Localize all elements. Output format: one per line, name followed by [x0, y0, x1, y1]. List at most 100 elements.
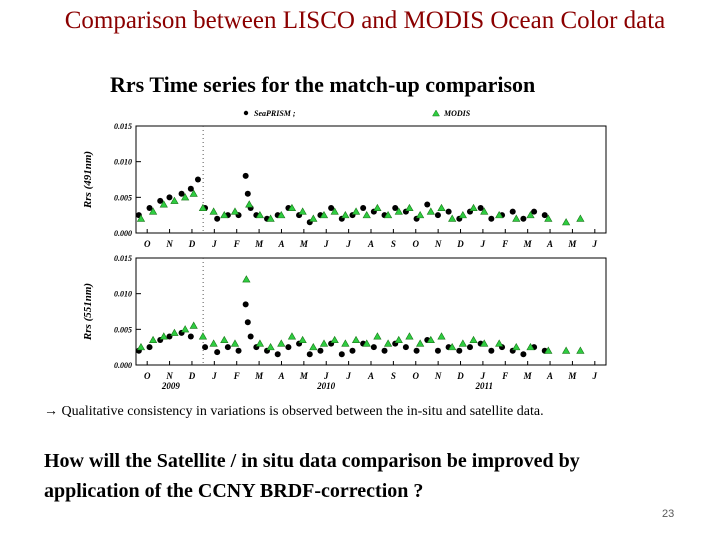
year-label: 2009 [161, 381, 181, 391]
x-tick-label: M [299, 371, 309, 381]
modis-point [480, 339, 489, 347]
x-tick-label: N [434, 239, 442, 249]
y-tick-label: 0.005 [114, 325, 132, 334]
modis-point [181, 193, 190, 201]
year-label: 2011 [474, 381, 493, 391]
seaprism-point [224, 344, 231, 351]
modis-point [469, 203, 478, 212]
x-tick-label: F [501, 239, 508, 249]
seaprism-point [146, 205, 153, 212]
modis-point [341, 339, 350, 347]
modis-point [170, 196, 179, 204]
modis-point [576, 346, 585, 354]
seaprism-point [456, 347, 463, 354]
modis-point [437, 332, 446, 340]
x-tick-label: F [501, 371, 508, 381]
modis-point [544, 214, 553, 222]
modis-point [198, 203, 208, 212]
modis-point [373, 203, 382, 212]
x-tick-label: M [567, 371, 577, 381]
x-tick-label: O [144, 239, 151, 249]
seaprism-point [434, 212, 441, 219]
x-tick-label: A [367, 239, 374, 249]
modis-point [576, 214, 585, 222]
modis-point [330, 335, 339, 344]
seaprism-point [520, 215, 527, 222]
x-tick-label: J [480, 371, 486, 381]
seaprism-point [338, 351, 345, 358]
modis-point [405, 332, 414, 340]
modis-point [266, 214, 275, 222]
seaprism-point [381, 347, 388, 354]
y-tick-label: 0.010 [114, 290, 132, 299]
x-tick-label: D [456, 371, 464, 381]
modis-point [230, 339, 240, 347]
legend-marker-modis [432, 109, 440, 117]
modis-point [526, 342, 535, 351]
x-tick-label: S [391, 239, 396, 249]
modis-point [287, 332, 297, 340]
modis-point [181, 325, 190, 333]
modis-point [159, 200, 168, 208]
modis-point [309, 342, 318, 351]
seaprism-point [166, 194, 173, 201]
rrs-time-series-figure: 0.000 0.005 0.010 0.015 Rrs (491nm) O N D J F M A M J… [82, 109, 607, 391]
modis-point [351, 335, 361, 344]
question-text: How will the Satellite / in situ data co… [44, 450, 580, 502]
modis-point [544, 346, 553, 354]
x-tick-label: M [254, 239, 264, 249]
seaprism-point [520, 351, 527, 358]
seaprism-point [402, 344, 409, 351]
y-tick-label: 0.005 [114, 193, 132, 202]
seaprism-point [306, 351, 313, 358]
modis-point [255, 339, 265, 347]
slide-title: Comparison between LISCO and MODIS Ocean… [64, 7, 666, 34]
modis-point [469, 335, 478, 344]
x-tick-label: A [367, 371, 374, 381]
x-tick-label: M [567, 239, 577, 249]
x-tick-label: A [546, 371, 553, 381]
plot-frame [135, 125, 607, 234]
page-number: 23 [662, 508, 675, 520]
x-tick-label: J [345, 239, 351, 249]
modis-point [136, 214, 146, 222]
y-tick-label: 0.010 [114, 158, 132, 167]
seaprism-point [413, 347, 420, 354]
modis-point [394, 207, 403, 215]
seaprism-point [214, 215, 221, 222]
seaprism-point [157, 197, 164, 204]
seaprism-point [187, 333, 194, 340]
x-tick-label: J [211, 371, 217, 381]
modis-point [448, 214, 457, 222]
modis-point [319, 210, 329, 219]
x-tick-label: O [413, 371, 420, 381]
bullet-text-content: Qualitative consistency in variations is… [61, 404, 544, 419]
x-tick-label: J [323, 239, 329, 249]
modis-point [437, 203, 446, 212]
x-tick-label: O [413, 239, 420, 249]
seaprism-point [328, 205, 335, 212]
seaprism-point [244, 319, 251, 326]
x-tick-label: A [277, 371, 284, 381]
modis-point [383, 210, 393, 219]
arrow-icon: → [44, 404, 58, 419]
modis-point [245, 200, 254, 208]
x-tick-label: D [188, 239, 196, 249]
seaprism-point [349, 347, 356, 354]
x-tick-label: N [165, 239, 173, 249]
seaprism-point [317, 347, 324, 354]
modis-point [277, 339, 286, 347]
modis-point [458, 210, 467, 219]
seaprism-point [477, 205, 484, 212]
x-tick-label: J [211, 239, 217, 249]
legend-marker-seaprism [243, 110, 249, 116]
x-tick-label: J [592, 371, 598, 381]
y-tick-label: 0.000 [114, 229, 132, 238]
x-tick-label: M [299, 239, 309, 249]
modis-point [170, 328, 179, 336]
seaprism-point [214, 349, 221, 356]
x-tick-label: J [480, 239, 486, 249]
modis-point [448, 342, 457, 351]
x-tick-label: F [233, 371, 240, 381]
year-label: 2010 [316, 381, 336, 391]
